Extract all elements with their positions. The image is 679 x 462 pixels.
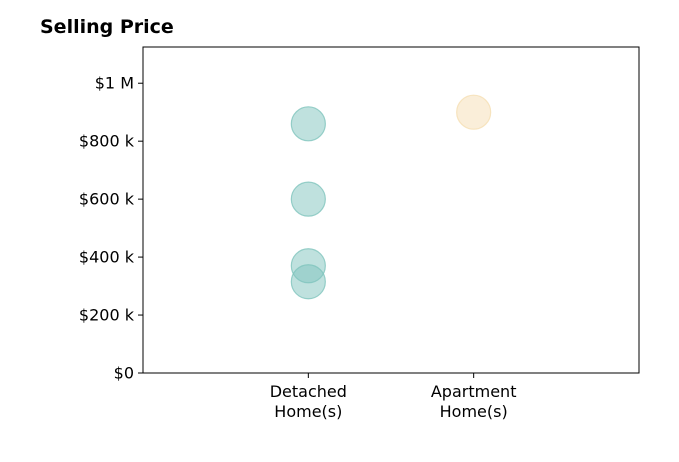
x-tick-label: Apartment Home(s) <box>431 382 517 421</box>
x-axis: Detached Home(s)Apartment Home(s) <box>270 373 517 421</box>
x-tick-label-line: Home(s) <box>440 402 508 421</box>
data-point <box>290 264 326 300</box>
y-tick-label: $0 <box>114 364 134 383</box>
x-tick-label: Detached Home(s) <box>270 382 347 421</box>
y-tick-label: $200 k <box>79 306 135 325</box>
y-tick-label: $1 M <box>95 74 134 93</box>
x-tick-label-line: Home(s) <box>274 402 342 421</box>
data-points <box>290 94 492 300</box>
chart-title: Selling Price <box>40 16 174 38</box>
data-point <box>456 94 492 130</box>
y-tick-label: $400 k <box>79 248 135 267</box>
y-tick-label: $800 k <box>79 132 135 151</box>
plot-area <box>142 46 640 374</box>
x-tick-label-line: Apartment <box>431 382 517 401</box>
y-axis: $0 $200 k $400 k $600 k $800 k $1 M <box>79 74 143 383</box>
x-tick-label-line: Detached <box>270 382 347 401</box>
data-point <box>290 181 326 217</box>
y-tick-label: $600 k <box>79 190 135 209</box>
data-point <box>290 106 326 142</box>
